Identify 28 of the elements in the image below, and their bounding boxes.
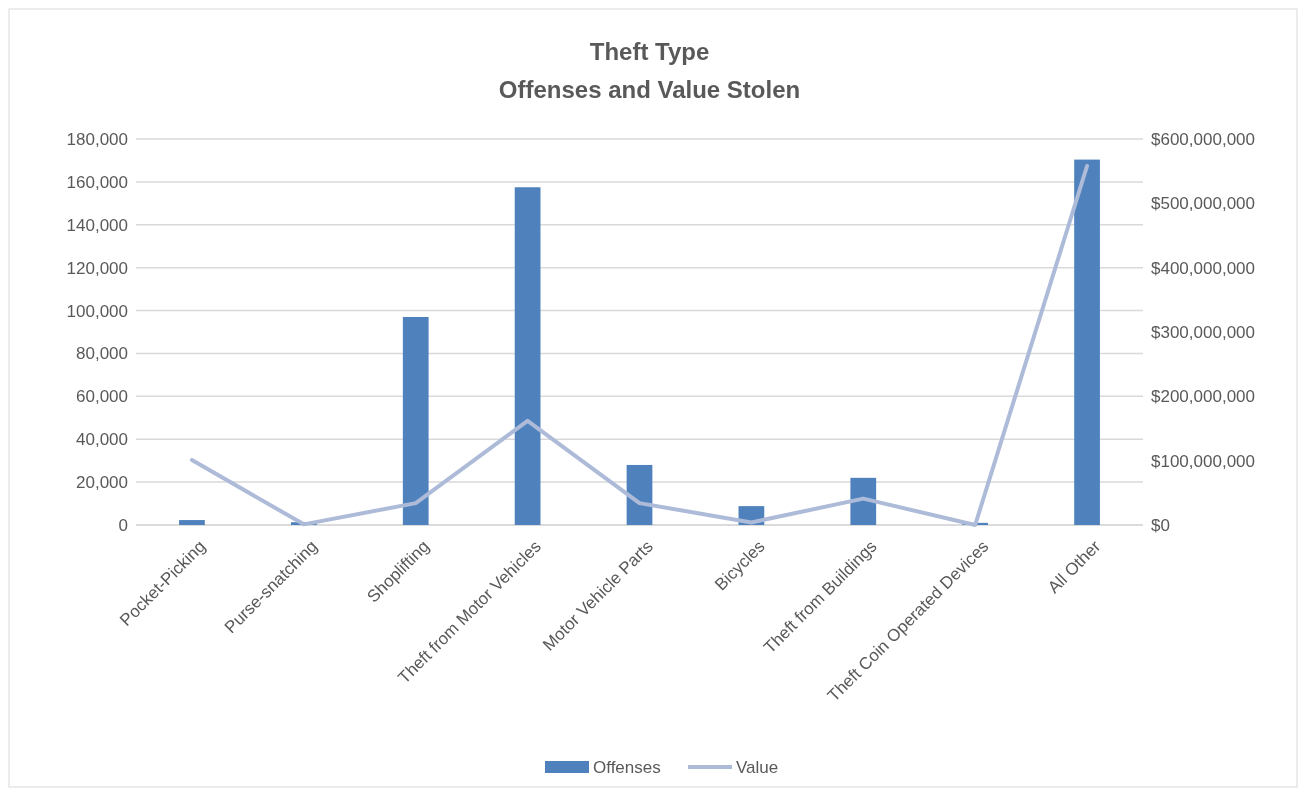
line-series — [189, 164, 1090, 527]
bar — [179, 520, 205, 525]
legend-label: Offenses — [593, 757, 661, 777]
y2-tick-label: $500,000,000 — [1151, 194, 1255, 214]
y-tick-label: 80,000 — [76, 344, 128, 364]
chart-subtitle: Offenses and Value Stolen — [498, 76, 801, 103]
bar — [626, 464, 653, 525]
bar — [402, 316, 429, 525]
bar — [514, 187, 541, 525]
y-tick-label: 160,000 — [66, 172, 128, 192]
y-tick-label: 0 — [118, 515, 128, 535]
y2-tick-label: $300,000,000 — [1151, 322, 1255, 342]
y2-tick-label: $600,000,000 — [1151, 129, 1255, 149]
y-tick-label: 100,000 — [66, 301, 128, 321]
chart-title: Theft Type — [589, 38, 710, 65]
y-tick-label: 180,000 — [66, 129, 128, 149]
bar — [1074, 159, 1100, 525]
bar — [850, 477, 877, 525]
y-tick-label: 140,000 — [66, 215, 128, 235]
y-tick-label: 120,000 — [66, 258, 128, 278]
y2-tick-label: $100,000,000 — [1151, 451, 1255, 471]
y-tick-label: 20,000 — [76, 473, 128, 493]
y2-tick-label: $200,000,000 — [1151, 387, 1255, 407]
legend-label: Value — [736, 757, 779, 777]
y-tick-label: 40,000 — [76, 430, 128, 450]
y2-tick-label: $400,000,000 — [1151, 258, 1255, 278]
y-tick-label: 60,000 — [76, 387, 128, 407]
y2-tick-label: $0 — [1151, 515, 1170, 535]
